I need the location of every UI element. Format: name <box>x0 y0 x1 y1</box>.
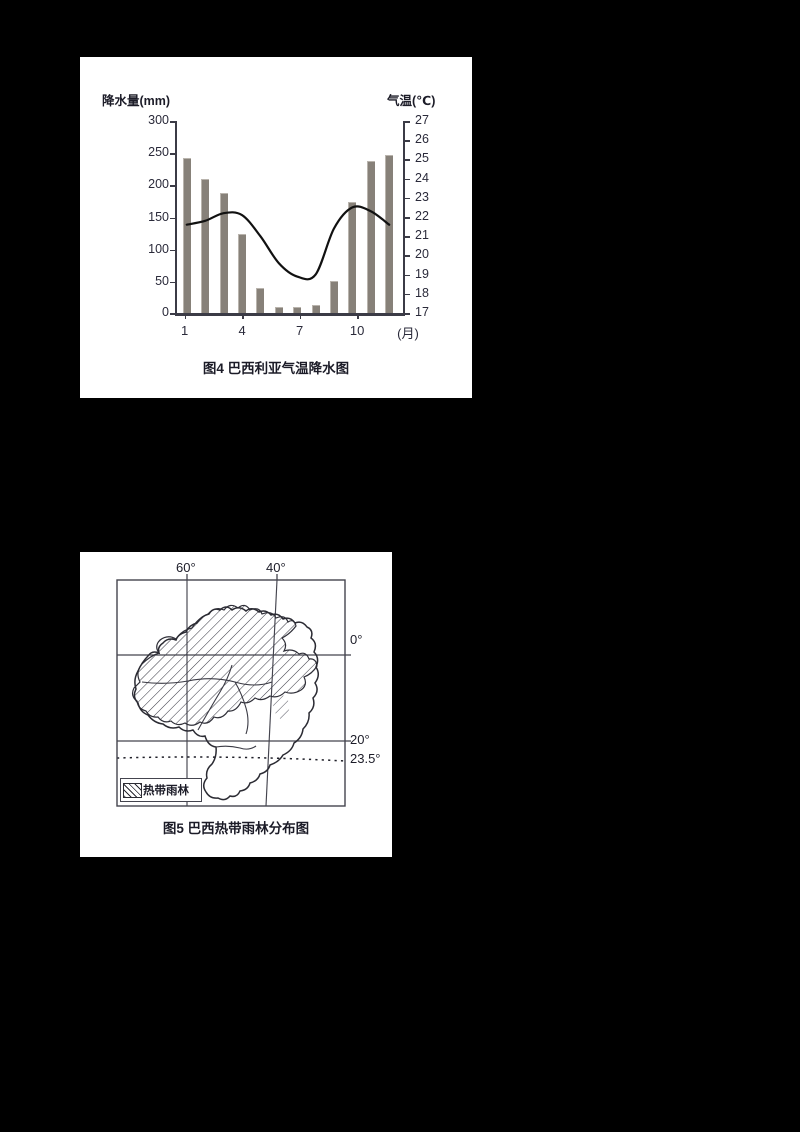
y-tick-right <box>405 197 410 200</box>
bar-month-7 <box>293 307 302 313</box>
y-label-right: 17 <box>415 305 429 319</box>
brazil-map-graphic <box>116 574 351 807</box>
bar-month-8 <box>311 304 320 313</box>
y-tick-right <box>405 140 410 142</box>
map-longitude-label: 60° <box>176 560 196 575</box>
y-label-left: 0 <box>162 305 169 319</box>
figure-4-content: 降水量(mm) 气温(℃) 300 250 200 150 100 50 0 <box>80 57 472 398</box>
y-tick-left <box>170 153 175 155</box>
y-tick-left <box>170 313 175 315</box>
bar-month-12 <box>385 154 394 313</box>
y-label-left: 100 <box>148 241 169 256</box>
figure-4-panel: 降水量(mm) 气温(℃) 300 250 200 150 100 50 0 <box>80 57 472 398</box>
y-label-left: 250 <box>148 145 169 159</box>
y-label-right: 22 <box>415 209 429 223</box>
figure-5-panel: 60° 40° 0° 20° 23.5° 热带雨林 图5 巴西热带雨林分布图 <box>80 552 392 857</box>
x-tick <box>299 315 302 319</box>
line-series-temperature <box>185 205 391 281</box>
y-tick-right <box>405 255 410 257</box>
y-label-right: 23 <box>415 189 429 204</box>
y-tick-right <box>405 178 410 181</box>
left-axis-title: 降水量(mm) <box>102 94 171 108</box>
map-legend: 热带雨林 <box>120 778 202 802</box>
bar-month-6 <box>274 306 283 313</box>
y-axis-right <box>403 121 405 315</box>
map-latitude-label: 0° <box>350 632 363 647</box>
y-label-left: 50 <box>155 273 169 288</box>
right-axis-title: 气温(℃) <box>387 94 436 108</box>
rainforest-hatch-swatch-icon <box>123 782 142 798</box>
y-axis-left <box>175 121 177 315</box>
map-tropic-label: 23.5° <box>350 751 381 766</box>
y-label-left: 150 <box>148 209 169 224</box>
y-tick-right <box>405 159 410 161</box>
y-tick-right <box>405 236 410 238</box>
x-tick <box>242 315 244 319</box>
x-label-month: 1 <box>180 323 189 338</box>
figure-5-content: 60° 40° 0° 20° 23.5° 热带雨林 图5 巴西热带雨林分布图 <box>80 552 392 857</box>
y-tick-left <box>170 121 175 123</box>
y-label-right: 26 <box>415 132 429 147</box>
y-tick-right <box>405 313 410 315</box>
map-longitude-label: 40° <box>266 560 286 575</box>
y-tick-left <box>170 185 175 187</box>
x-tick <box>357 315 359 319</box>
y-tick-left <box>170 281 175 284</box>
x-label-month: 10 <box>349 323 365 338</box>
map-latitude-label: 20° <box>350 732 370 747</box>
x-axis-unit: (月) <box>397 326 419 341</box>
bar-month-3 <box>219 193 228 313</box>
y-label-right: 19 <box>415 266 429 281</box>
figure-4-caption: 图4 巴西利亚气温降水图 <box>202 361 350 376</box>
y-label-left: 300 <box>148 113 169 127</box>
y-label-right: 21 <box>415 228 429 243</box>
y-label-right: 27 <box>415 113 429 127</box>
bar-month-5 <box>256 288 265 313</box>
y-tick-left <box>170 249 175 252</box>
y-tick-left <box>170 217 175 220</box>
x-axis <box>175 313 405 316</box>
bar-month-10 <box>348 202 357 313</box>
x-tick <box>184 315 187 319</box>
bar-month-2 <box>201 178 210 313</box>
y-tick-right <box>405 274 410 277</box>
chart-plot-area: 300 250 200 150 100 50 0 27 26 25 24 23 … <box>148 113 429 341</box>
figure-5-caption: 图5 巴西热带雨林分布图 <box>162 821 310 836</box>
y-label-right: 24 <box>415 170 429 185</box>
y-label-right: 18 <box>415 285 429 300</box>
bar-month-4 <box>237 234 247 313</box>
legend-label: 热带雨林 <box>143 785 189 797</box>
y-tick-right <box>405 293 410 296</box>
x-label-month: 7 <box>295 323 304 338</box>
y-label-right: 20 <box>415 247 429 262</box>
y-tick-right <box>405 217 410 219</box>
bar-month-11 <box>366 160 375 313</box>
bar-month-9 <box>329 281 339 313</box>
bar-month-1 <box>182 158 191 313</box>
y-label-right: 25 <box>415 151 429 166</box>
x-label-month: 4 <box>238 323 246 338</box>
y-label-left: 200 <box>148 177 169 192</box>
y-tick-right <box>405 121 410 123</box>
